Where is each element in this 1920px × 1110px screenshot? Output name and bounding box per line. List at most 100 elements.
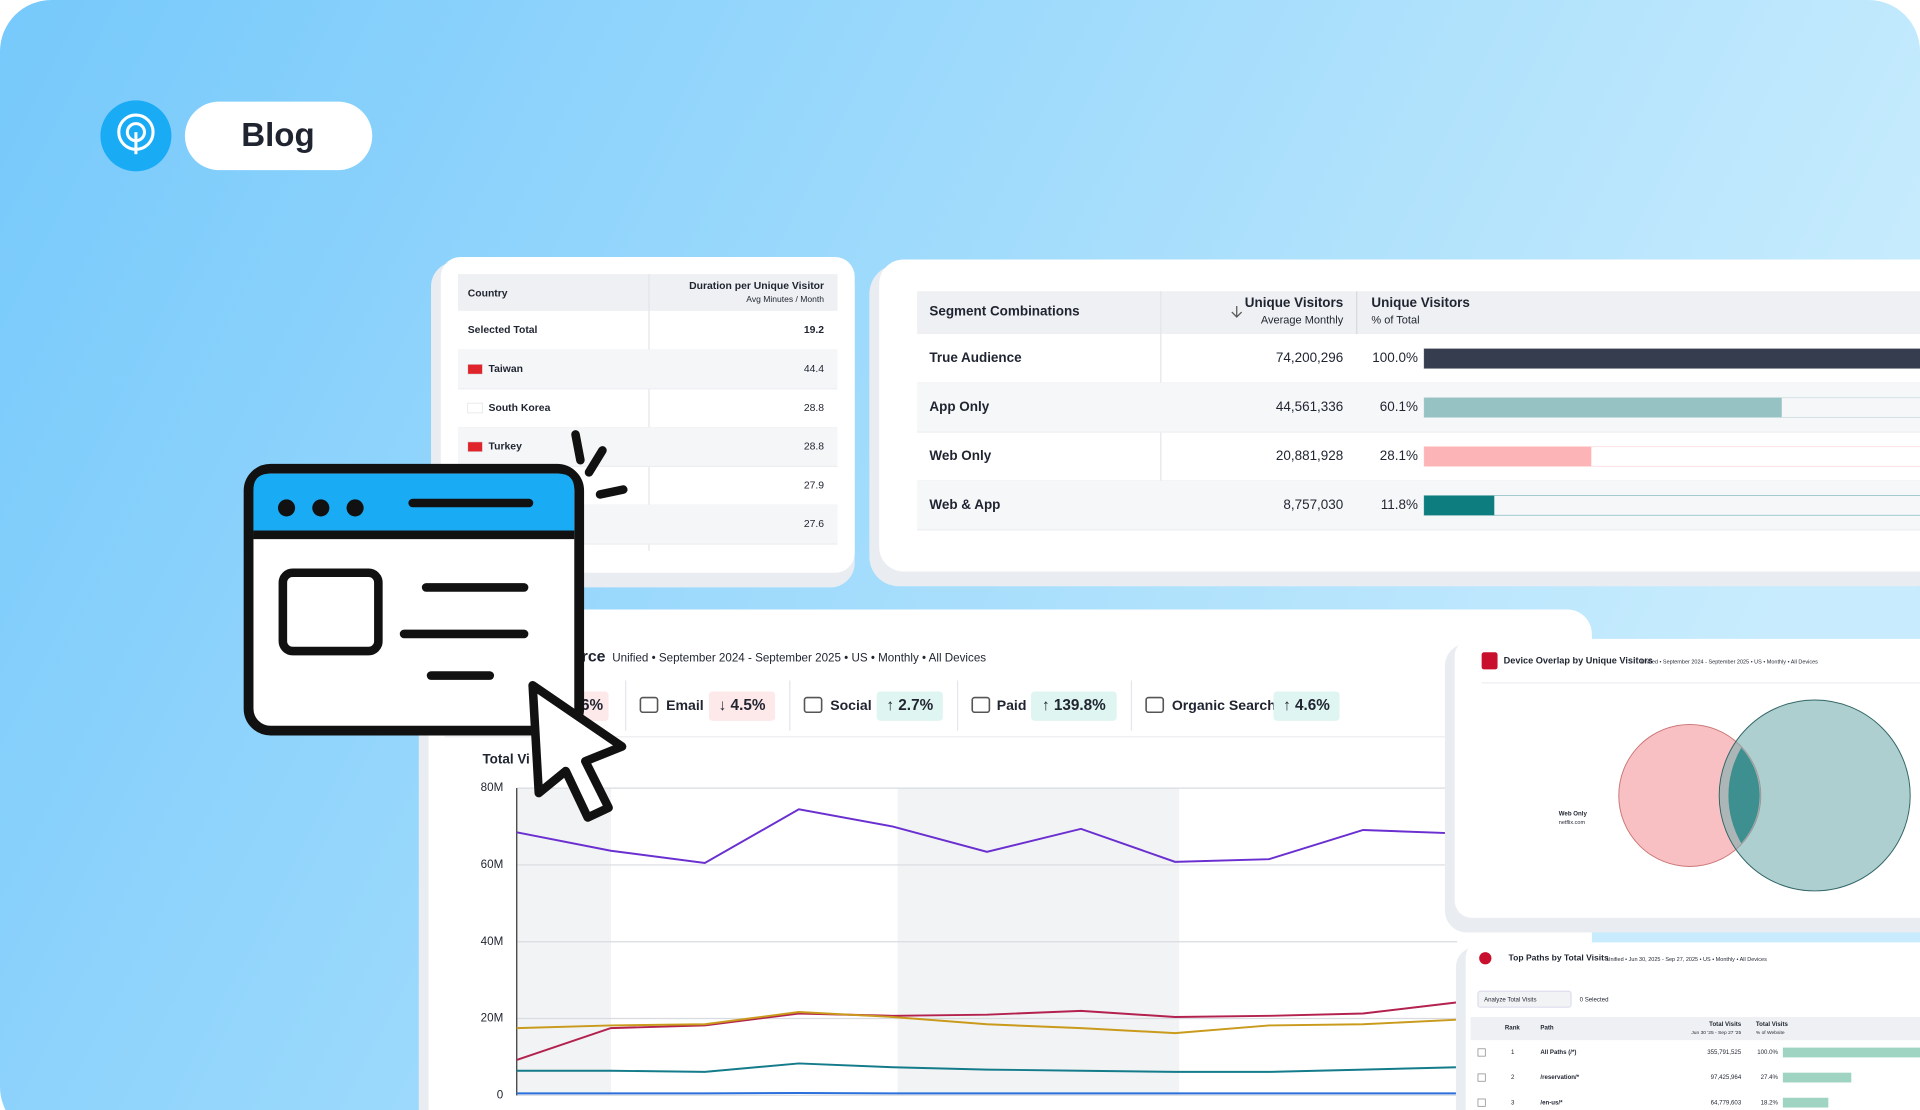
checkbox [1477,1048,1486,1057]
table-header [917,291,1920,335]
label: Web Only [929,448,991,463]
channel-icon [639,696,659,714]
badge [184,101,373,171]
label: % of Total [1371,315,1419,327]
label: Web & App [929,497,1000,512]
venn-app [1718,699,1911,892]
label: Unified • Jun 30, 2025 - Sep 27, 2025 • … [1607,957,1768,963]
channel-icon [971,696,991,714]
label: Unified • September 2024 - September 202… [612,651,986,664]
change-chip [1031,691,1117,721]
change-chip [708,691,776,721]
label: % of Website [1756,1030,1785,1036]
label: 64,779,603 [1711,1099,1742,1106]
label: 44,561,336 [1276,399,1343,414]
label: 18.2% [1761,1099,1779,1106]
label: Taiwan [489,364,523,375]
flag [467,364,483,375]
label: South Korea [489,403,551,414]
label: True Audience [929,350,1022,365]
label: Total Visits [1709,1021,1742,1028]
label: Total Visits [1756,1021,1789,1028]
label: Unique Visitors [1371,295,1469,310]
checkbox [1477,1073,1486,1082]
browser-illustration [243,430,628,822]
change-chip [1273,691,1340,721]
label: Unified • September 2024 - September 202… [1641,660,1818,666]
line-series [516,1011,1458,1035]
label: /reservation/* [1540,1074,1579,1081]
y-tick-label: 60M [481,858,504,871]
label: Turkey [489,442,523,453]
label: 27.6 [804,519,824,530]
venn-icon [1481,652,1498,670]
channel-icon [803,696,823,714]
label[interactable]: Analyze Total Visits [1484,996,1536,1003]
line-series [516,1001,1458,1061]
label: 8,757,030 [1283,497,1343,512]
label: 11.8% [1381,497,1418,512]
label: Duration per Unique Visitor [689,281,824,292]
label: 6% [581,697,604,714]
line-series [516,808,1458,865]
label: Selected Total [468,325,538,336]
channel-icon [1145,696,1165,714]
label: 100.0% [1372,350,1418,365]
logo-icon [117,113,155,155]
bar [1782,1097,1829,1108]
label: Email [666,697,704,713]
label: /en-us/* [1540,1099,1563,1106]
label: Unique Visitors [1245,295,1343,310]
label: Device Overlap by Unique Visitors [1504,655,1653,665]
label: 2 [1511,1074,1515,1081]
paths-icon [1479,952,1492,965]
y-tick-label: 20M [481,1012,504,1025]
label: 20,881,928 [1276,448,1343,463]
bar [1424,446,1592,467]
flag [467,441,483,453]
line-series [516,1062,1458,1073]
label: 60.1% [1380,399,1418,414]
table-header [457,274,838,311]
badge-label: Blog [241,117,314,154]
button [1477,990,1572,1008]
sort-arrow [1231,305,1243,318]
bar [1424,397,1782,418]
label: Segment Combinations [929,304,1079,319]
y-tick-label: 0 [497,1088,503,1101]
y-tick-label: 40M [481,935,504,948]
label: rce [582,648,606,665]
y-tick-label: 80M [481,781,504,794]
label: 74,200,296 [1276,350,1343,365]
label: 44.4 [804,364,824,375]
label: 28.8 [804,403,824,414]
venn-overlap [1728,747,1760,844]
label: ↑ 4.6% [1283,697,1330,714]
label: Organic Search [1172,697,1276,713]
change-chip [876,691,943,721]
label: Path [1540,1025,1554,1032]
bar [1424,495,1495,516]
bar [1782,1072,1852,1083]
label: App Only [929,399,989,414]
label: Social [830,697,871,713]
label: 97,425,964 [1711,1074,1742,1081]
bar [1782,1047,1920,1058]
checkbox [1477,1098,1486,1107]
label: 28.1% [1380,448,1418,463]
label: All Paths (/*) [1540,1049,1576,1056]
label: 355,791,525 [1707,1049,1742,1056]
label: Web Only [1559,810,1588,817]
row-stripe [457,349,838,389]
row-stripe [917,480,1920,530]
label: netflix.com [1559,820,1586,826]
label: 3 [1511,1099,1515,1106]
label: 1 [1511,1049,1515,1056]
flag [467,402,483,414]
label: 0 Selected [1580,996,1609,1003]
table-header [1470,1016,1920,1041]
label: 27.9 [804,480,824,491]
bar [1424,348,1920,369]
